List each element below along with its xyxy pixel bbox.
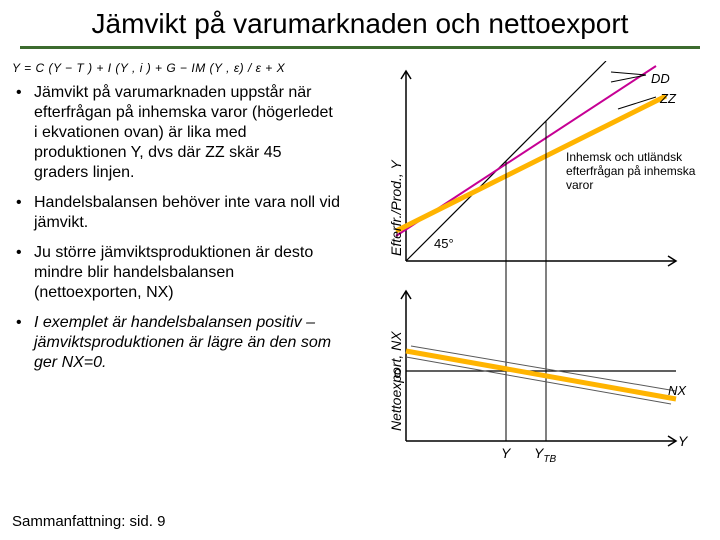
chart-svg bbox=[356, 61, 696, 461]
equation: Y = C (Y − T ) + I (Y , i ) + G − IM (Y … bbox=[12, 61, 340, 75]
x-axis-label: Y bbox=[678, 433, 687, 449]
y-tick-label: Y bbox=[501, 445, 510, 461]
zz-label: ZZ bbox=[660, 91, 676, 106]
chart-column: Efterfr./Prod., Y Nettoexport, NX DD ZZ … bbox=[348, 61, 712, 461]
zero-label: 0 bbox=[394, 366, 401, 381]
list-item: I exemplet är handelsbalansen positiv – … bbox=[12, 313, 340, 373]
page-title: Jämvikt på varumarknaden och nettoexport bbox=[20, 8, 700, 40]
list-item: Jämvikt på varumarknaden uppstår när eft… bbox=[12, 83, 340, 183]
upper-y-label: Efterfr./Prod., Y bbox=[388, 160, 404, 256]
text-column: Y = C (Y − T ) + I (Y , i ) + G − IM (Y … bbox=[8, 61, 348, 461]
dd-label: DD bbox=[651, 71, 670, 86]
lower-y-label: Nettoexport, NX bbox=[388, 332, 404, 432]
bullet-list: Jämvikt på varumarknaden uppstår när eft… bbox=[8, 83, 340, 373]
nx-label: NX bbox=[668, 383, 686, 398]
list-item: Handelsbalansen behöver inte vara noll v… bbox=[12, 193, 340, 233]
chart-area: Efterfr./Prod., Y Nettoexport, NX DD ZZ … bbox=[356, 61, 696, 461]
demand-note: Inhemsk och utländsk efterfrågan på inhe… bbox=[566, 151, 720, 192]
list-item: Ju större jämviktsproduktionen är desto … bbox=[12, 243, 340, 303]
fortyfive-label: 45° bbox=[434, 236, 454, 251]
title-block: Jämvikt på varumarknaden och nettoexport bbox=[0, 0, 720, 44]
ytb-tick-label: YTB bbox=[534, 445, 556, 465]
footer: Sammanfattning: sid. 9 bbox=[12, 513, 165, 530]
